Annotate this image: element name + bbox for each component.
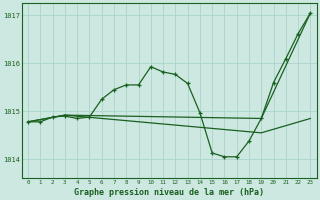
X-axis label: Graphe pression niveau de la mer (hPa): Graphe pression niveau de la mer (hPa) bbox=[74, 188, 264, 197]
